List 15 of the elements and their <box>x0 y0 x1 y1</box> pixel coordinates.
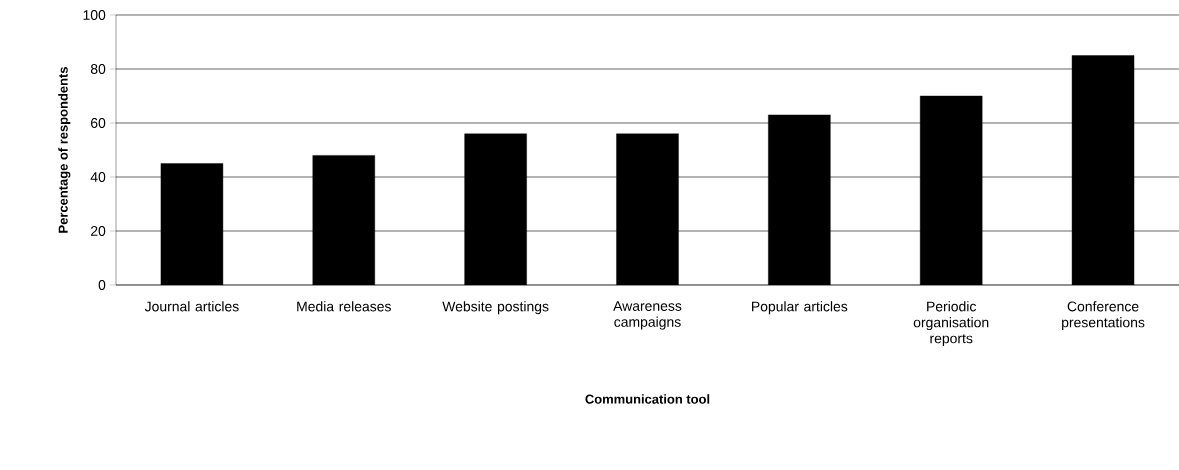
y-tick-label: 40 <box>90 172 106 182</box>
y-tick-label: 100 <box>83 10 106 20</box>
y-tick-label: 0 <box>98 280 106 290</box>
y-axis-title: Percentage of respondents <box>58 67 71 233</box>
y-tick-label: 80 <box>90 64 106 74</box>
x-tick-label: Website postings <box>442 301 549 315</box>
x-tick-label: Journal articles <box>144 301 239 312</box>
x-tick-label: Conference presentations <box>1062 301 1145 331</box>
y-tick-label: 20 <box>91 226 106 236</box>
x-tick-label: Periodic organisation reports <box>913 301 989 347</box>
y-tick-label: 60 <box>91 118 106 128</box>
x-tick-label: Awareness campaigns <box>613 301 682 330</box>
x-tick-label: Media releases <box>297 301 391 312</box>
x-axis-title: Communication tool <box>585 394 710 404</box>
x-tick-label: Popular articles <box>752 301 848 315</box>
